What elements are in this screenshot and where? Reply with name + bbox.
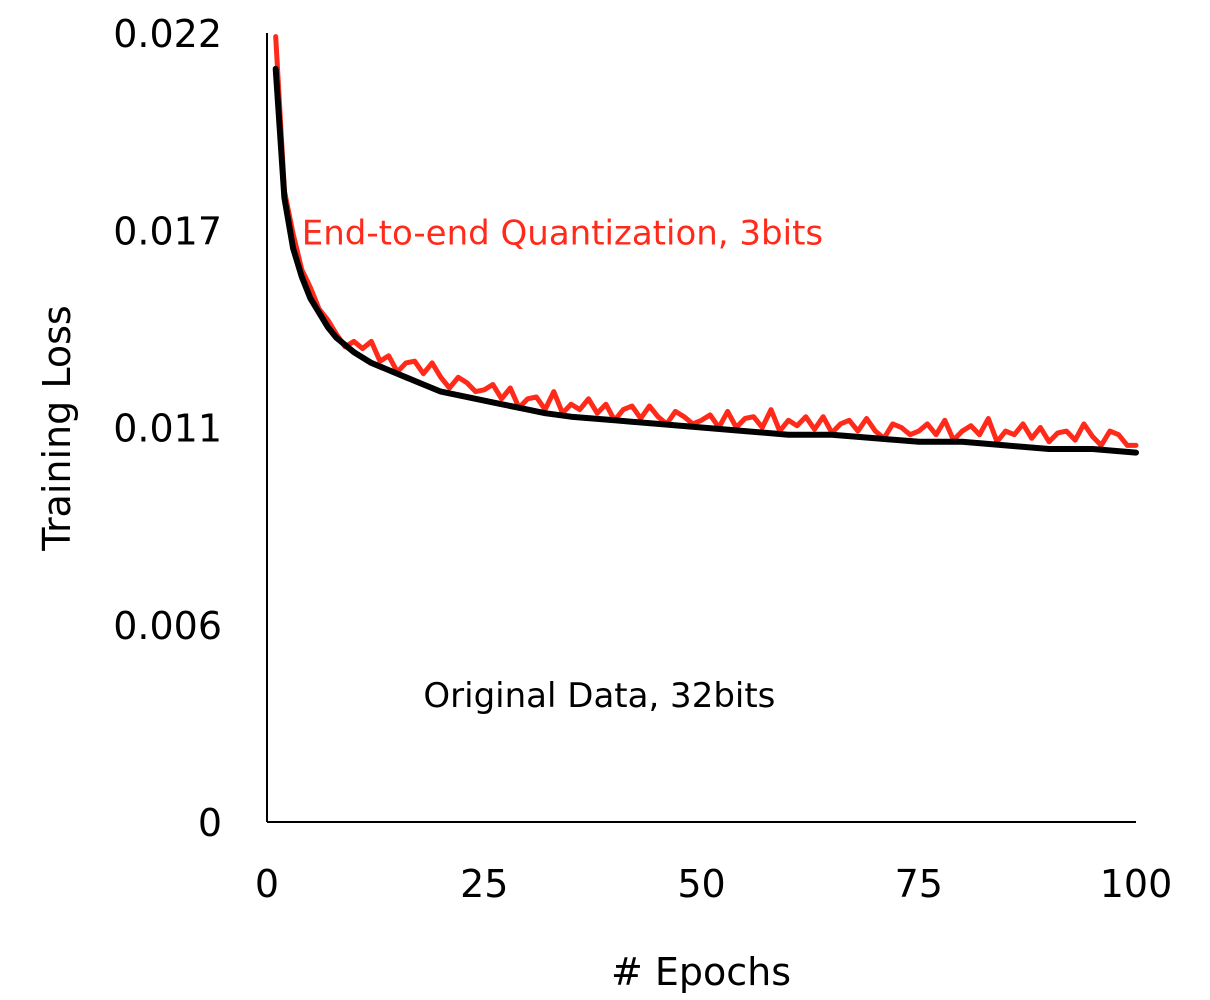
x-axis-title: # Epochs — [611, 950, 791, 994]
series-line-0 — [273, 34, 1139, 448]
series-lines — [272, 34, 1139, 456]
annotation-label: End-to-end Quantization, 3bits — [302, 214, 823, 254]
axes — [266, 33, 1136, 823]
y-tick-labels: 0 0.006 0.011 0.017 0.022 — [113, 12, 222, 845]
x-tick-labels: 0 25 50 75 100 — [255, 862, 1172, 906]
x-tick-label: 75 — [895, 862, 943, 906]
x-tick-label: 0 — [255, 862, 279, 906]
y-tick-label: 0.011 — [113, 407, 222, 451]
annotations: End-to-end Quantization, 3bits Original D… — [302, 214, 823, 717]
x-tick-label: 100 — [1100, 862, 1173, 906]
y-tick-label: 0 — [198, 801, 222, 845]
y-axis-title: Training Loss — [35, 305, 79, 551]
series-line-1 — [272, 65, 1139, 456]
x-tick-label: 25 — [460, 862, 508, 906]
x-tick-label: 50 — [677, 862, 725, 906]
annotation-label: Original Data, 32bits — [423, 676, 775, 716]
y-tick-label: 0.017 — [113, 209, 222, 253]
y-tick-label: 0.006 — [113, 604, 222, 648]
y-tick-label: 0.022 — [113, 12, 222, 56]
